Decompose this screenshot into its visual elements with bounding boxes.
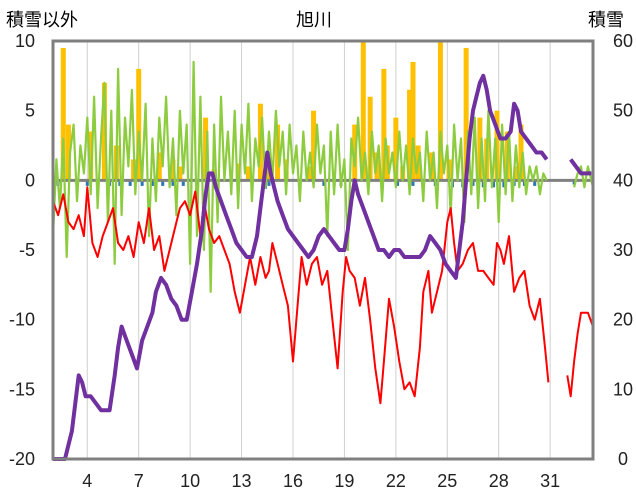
temperature-line: [566, 311, 594, 398]
precipitation-bar: [533, 180, 537, 186]
left-tick-label: -20: [9, 449, 35, 469]
precipitation-bar: [181, 180, 185, 186]
snowfall-bar: [477, 117, 483, 181]
snowfall-bar: [88, 131, 94, 181]
precipitation-bar: [572, 180, 576, 185]
right-tick-label: 20: [613, 310, 633, 330]
x-tick-label: 10: [180, 471, 200, 491]
snowfall-bar: [60, 47, 66, 181]
precipitation-bar: [471, 180, 475, 186]
temperature-series: [52, 186, 594, 405]
snowfall-bar: [203, 117, 209, 181]
plot-frame: [51, 39, 595, 461]
right-axis-title: 積雪: [588, 10, 624, 31]
right-axis-ticks: 60 50 40 30 20 10 0: [613, 31, 633, 469]
precipitation-bar: [267, 180, 271, 186]
left-axis-ticks: 10 5 0 -5 -10 -15 -20: [9, 31, 35, 469]
snowfall-bar: [393, 117, 399, 181]
snowfall-bar: [513, 166, 519, 181]
snowfall-bar: [494, 110, 500, 181]
x-tick-label: 22: [386, 471, 406, 491]
snowfall-bar: [307, 166, 313, 181]
x-tick-label: 4: [82, 471, 92, 491]
snowfall-bar: [311, 110, 317, 181]
snowfall-bar: [136, 68, 142, 181]
x-axis-ticks: 4 7 10 13 16 19 22 25 28 31: [82, 471, 560, 491]
left-axis-title: 積雪以外: [6, 10, 78, 31]
left-tick-label: -5: [19, 240, 35, 260]
snow-depth-series: [53, 73, 592, 461]
snowfall-bar: [367, 96, 373, 181]
x-tick-label: 13: [232, 471, 252, 491]
x-tick-label: 31: [540, 471, 560, 491]
x-tick-label: 16: [283, 471, 303, 491]
right-tick-label: 10: [613, 379, 633, 399]
x-tick-label: 25: [437, 471, 457, 491]
precipitation-bar: [411, 180, 415, 186]
right-tick-label: 60: [613, 31, 633, 51]
snowfall-bar: [245, 166, 251, 181]
snowfall-bar: [410, 61, 416, 181]
snowfall-bar: [170, 159, 176, 181]
snow-depth-line: [569, 158, 592, 176]
snowfall-bar: [65, 124, 71, 181]
precipitation-bar: [492, 180, 496, 188]
left-tick-label: 5: [25, 101, 35, 121]
x-tick-label: 7: [134, 471, 144, 491]
snowfall-bar: [283, 159, 289, 181]
snowfall-bar: [235, 163, 241, 181]
left-tick-label: -10: [9, 310, 35, 330]
snowfall-bar: [381, 68, 387, 181]
right-tick-label: 50: [613, 101, 633, 121]
plot-background: [53, 41, 593, 459]
left-tick-label: 0: [25, 170, 35, 190]
snowfall-bar: [177, 166, 183, 181]
snowfall-bar: [156, 152, 162, 181]
precipitation-bar: [502, 180, 506, 188]
x-tick-label: 28: [489, 471, 509, 491]
precipitation-bar: [161, 180, 165, 186]
left-tick-label: 10: [15, 31, 35, 51]
snowfall-bar: [518, 124, 524, 181]
snowfall-bar: [437, 41, 443, 181]
precipitation-bar: [171, 180, 175, 186]
left-tick-label: -15: [9, 379, 35, 399]
right-tick-label: 0: [618, 449, 628, 469]
right-tick-label: 30: [613, 240, 633, 260]
snow-depth-line: [53, 73, 549, 461]
precipitation-bar: [150, 180, 154, 186]
precipitation-bar: [128, 180, 132, 186]
snowfall-bar: [360, 41, 366, 181]
x-tick-label: 19: [334, 471, 354, 491]
wind-speed-line: [573, 165, 595, 189]
precipitation-bar: [322, 180, 326, 186]
right-tick-label: 40: [613, 170, 633, 190]
chart-title: 旭川: [296, 10, 332, 31]
precipitation-bar: [140, 180, 144, 186]
snowfall-bar: [407, 89, 413, 181]
precipitation-bar: [85, 180, 89, 186]
temperature-line: [52, 186, 550, 405]
snowfall-bar: [101, 82, 107, 181]
precipitation-bar: [396, 180, 400, 186]
snowfall-bar: [463, 47, 469, 181]
